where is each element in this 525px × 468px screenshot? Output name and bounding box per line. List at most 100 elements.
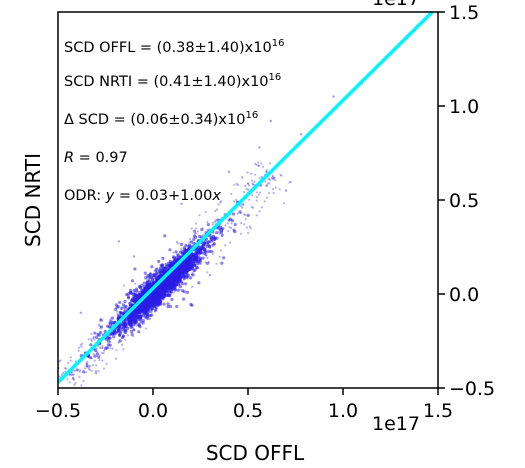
- scatter-point: [92, 335, 95, 338]
- scatter-point: [241, 176, 244, 179]
- scatter-point: [90, 338, 93, 341]
- scatter-point: [60, 373, 64, 376]
- scatter-point: [207, 240, 211, 244]
- scatter-point: [139, 320, 143, 324]
- scatter-point: [165, 279, 169, 283]
- scatter-point: [85, 362, 88, 365]
- scatter-point: [193, 257, 197, 261]
- scatter-point: [135, 321, 138, 324]
- scatter-point: [204, 210, 207, 214]
- scatter-point: [248, 225, 251, 228]
- scatter-point: [132, 313, 136, 317]
- scatter-point: [167, 283, 171, 287]
- scatter-point: [93, 348, 97, 352]
- scatter-point: [126, 296, 131, 300]
- scatter-point: [136, 309, 140, 313]
- scatter-point: [131, 292, 135, 296]
- scatter-point: [257, 193, 260, 196]
- scatter-point: [87, 338, 90, 341]
- scatter-point: [211, 223, 214, 226]
- scatter-point: [219, 225, 223, 230]
- scatter-point: [247, 182, 250, 185]
- scatter-point: [134, 316, 137, 319]
- scatter-point: [247, 184, 251, 187]
- scatter-point: [289, 180, 292, 183]
- scatter-point: [178, 276, 182, 280]
- scatter-point: [206, 271, 209, 274]
- scatter-point: [107, 325, 111, 329]
- y-tick-label: 1.5: [449, 2, 479, 24]
- scatter-point: [160, 263, 165, 268]
- scatter-point: [171, 277, 174, 280]
- scatter-point: [99, 318, 103, 322]
- scatter-point: [145, 315, 149, 319]
- scatter-point: [193, 268, 197, 272]
- x-tick-label: 1.0: [328, 400, 358, 422]
- scatter-point: [134, 293, 138, 297]
- scatter-point: [93, 354, 97, 358]
- scatter-point: [173, 278, 177, 281]
- scatter-point: [260, 183, 263, 187]
- scatter-point: [92, 337, 95, 340]
- scatter-point: [154, 303, 157, 306]
- scatter-point: [79, 311, 83, 314]
- scatter-point: [237, 183, 240, 187]
- scatter-point: [182, 246, 186, 250]
- scatter-point: [179, 242, 184, 247]
- scatter-point: [244, 184, 247, 187]
- scatter-point: [244, 218, 247, 221]
- scatter-point: [271, 176, 275, 180]
- odr-fit-line: [56, 10, 434, 384]
- scatter-point: [183, 276, 187, 280]
- scatter-point: [137, 313, 141, 317]
- scatter-point: [240, 222, 243, 225]
- scatter-point: [192, 263, 196, 267]
- scatter-point: [265, 170, 268, 173]
- scatter-point: [183, 267, 186, 270]
- scatter-point: [202, 233, 205, 236]
- scatter-point: [188, 241, 191, 244]
- scatter-point: [255, 196, 258, 199]
- scatter-point: [62, 371, 65, 374]
- scatter-point: [235, 182, 238, 185]
- scatter-point: [183, 282, 188, 286]
- scatter-point: [260, 162, 263, 165]
- scatter-point: [102, 349, 106, 352]
- scatter-point: [189, 265, 193, 269]
- scatter-point: [137, 310, 140, 313]
- scatter-point: [130, 279, 135, 283]
- scatter-point: [88, 355, 91, 358]
- scatter-point: [213, 242, 216, 245]
- scatter-point: [150, 305, 153, 308]
- scatter-point: [87, 354, 90, 357]
- scatter-point: [158, 268, 162, 271]
- scatter-point: [198, 248, 201, 251]
- scatter-point: [158, 286, 161, 289]
- scatter-point: [131, 314, 134, 317]
- scatter-point: [117, 240, 121, 243]
- scatter-point: [182, 273, 186, 277]
- scatter-point: [201, 256, 205, 260]
- scatter-point: [135, 320, 139, 324]
- scatter-point: [77, 349, 80, 352]
- scatter-point: [161, 268, 165, 272]
- scatter-point: [220, 261, 224, 265]
- scatter-point: [106, 343, 110, 347]
- scatter-point: [163, 291, 167, 295]
- scatter-point: [278, 188, 281, 191]
- scatter-point: [182, 297, 186, 301]
- scatter-point: [246, 182, 249, 185]
- scatter-point: [269, 162, 272, 165]
- scatter-point: [123, 321, 127, 325]
- scatter-point: [162, 302, 166, 306]
- scatter-point: [107, 336, 110, 339]
- x-tick-label: 1.5: [423, 400, 453, 422]
- scatter-point: [84, 371, 87, 374]
- scatter-point: [145, 312, 149, 316]
- scatter-point: [186, 277, 189, 280]
- scatter-point: [273, 178, 277, 181]
- scatter-point: [119, 310, 122, 313]
- scatter-point: [245, 187, 248, 190]
- scatter-point: [159, 270, 163, 274]
- scatter-point: [191, 258, 194, 261]
